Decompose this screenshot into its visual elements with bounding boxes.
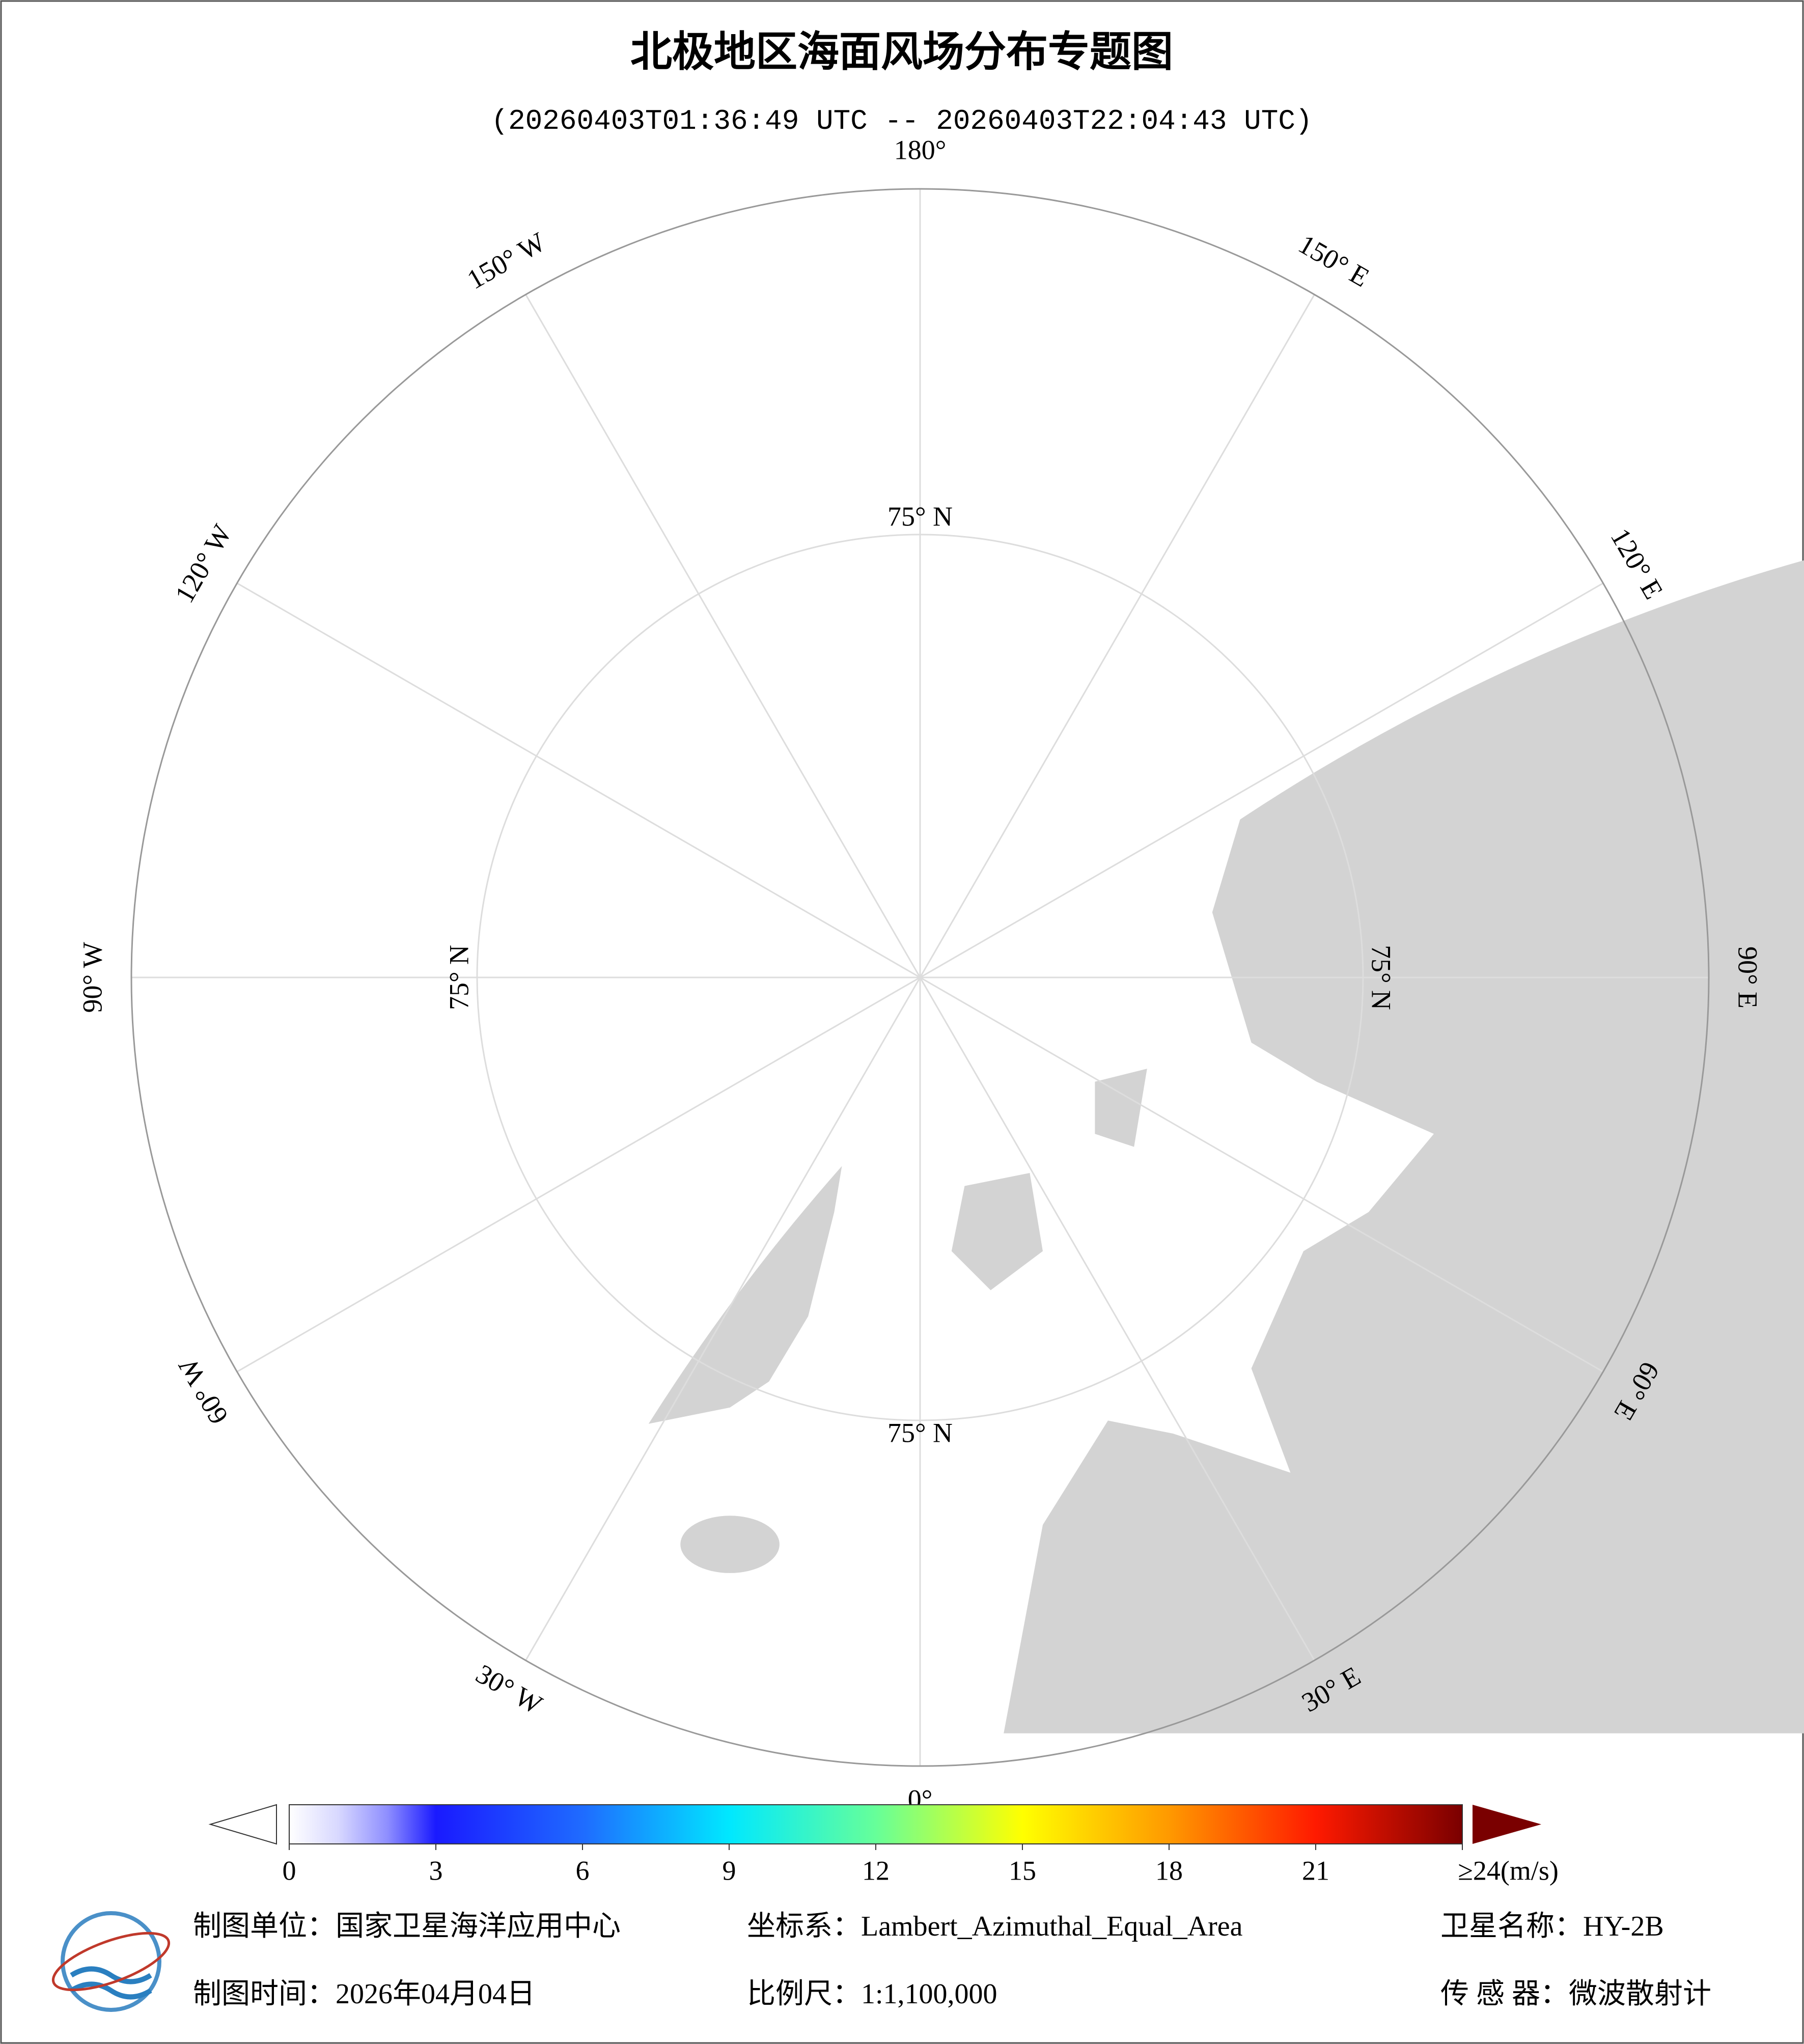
- colorbar-tick-label: 15: [1009, 1855, 1036, 1886]
- colorbar-tick-label: 21: [1302, 1855, 1329, 1886]
- colorbar-tick-label: 0: [283, 1855, 296, 1886]
- meridian-label: 180°: [894, 134, 947, 165]
- colorbar-under: [208, 1804, 277, 1845]
- island: [951, 1173, 1043, 1291]
- footer-unit: 制图单位：国家卫星海洋应用中心: [193, 1911, 621, 1942]
- meridian: [920, 976, 1604, 1373]
- meridian: [920, 582, 1604, 978]
- iceland: [680, 1516, 780, 1573]
- meridian: [525, 977, 921, 1661]
- meridian: [525, 294, 921, 978]
- meridian: [236, 582, 921, 978]
- footer-scale: 比例尺：1:1,100,000: [747, 1978, 997, 2010]
- parallel-label: 75° N: [887, 501, 953, 531]
- subtitle: (20260403T01:36:49 UTC -- 20260403T22:04…: [491, 105, 1312, 137]
- meridian: [919, 294, 1315, 978]
- logo: [51, 1911, 171, 2012]
- meridian-label: 90° E: [1733, 946, 1763, 1009]
- colorbar-tick-label: 3: [429, 1855, 443, 1886]
- colorbar: 0 3 6 9 12 15 18 21 ≥24(m/s): [208, 1804, 1559, 1886]
- parallel-label: 75° N: [443, 945, 474, 1010]
- parallel: [476, 534, 1364, 1421]
- footer-satellite: 卫星名称：HY-2B: [1440, 1911, 1664, 1942]
- colorbar-body: [289, 1804, 1463, 1844]
- map-border: [130, 188, 1710, 1767]
- meridian-label: 90° W: [77, 942, 107, 1013]
- island: [1095, 1069, 1147, 1147]
- colorbar-tick-label: 6: [576, 1855, 590, 1886]
- footer-crs: 坐标系：Lambert_Azimuthal_Equal_Area: [747, 1911, 1243, 1942]
- meridian: [919, 977, 1315, 1661]
- footer-sensor: 传 感 器：微波散射计: [1440, 1978, 1711, 2010]
- colorbar-tick-label: ≥24(m/s): [1458, 1855, 1559, 1886]
- parallel-label: 75° N: [887, 1417, 953, 1448]
- colorbar-tick-label: 12: [862, 1855, 890, 1886]
- parallel-label: 75° N: [1366, 945, 1397, 1010]
- title: 北极地区海面风场分布专题图: [630, 27, 1173, 76]
- colorbar-tick-label: 18: [1155, 1855, 1183, 1886]
- colorbar-over: [1473, 1805, 1541, 1844]
- footer-date: 制图时间：2026年04月04日: [193, 1978, 535, 2010]
- colorbar-tick-label: 9: [723, 1855, 736, 1886]
- meridian: [236, 976, 921, 1373]
